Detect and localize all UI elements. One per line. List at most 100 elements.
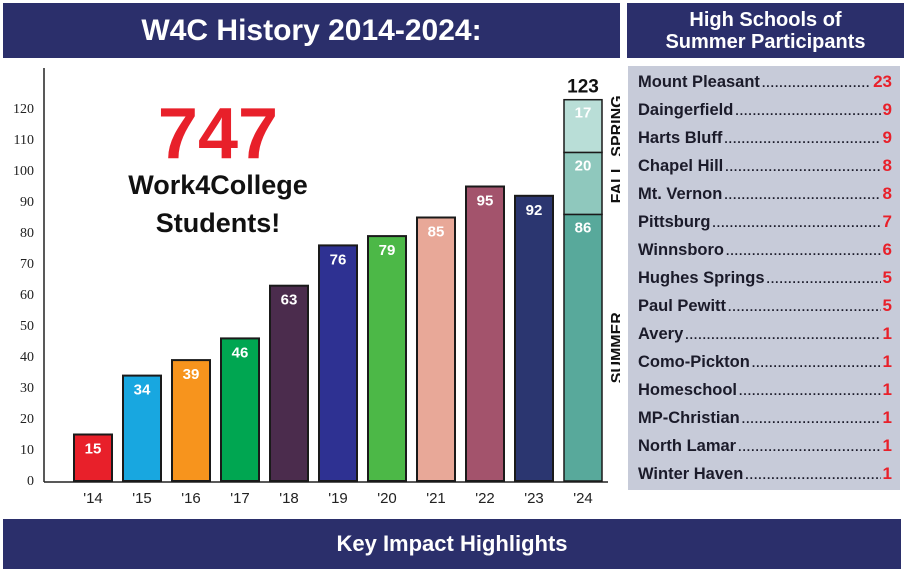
school-count: 1	[882, 408, 892, 427]
school-name: Paul Pewitt	[638, 297, 727, 315]
school-name: Winnsboro	[638, 241, 725, 259]
school-row: MP-Christian 1	[638, 408, 892, 432]
school-count: 6	[882, 240, 892, 259]
school-count: 8	[882, 184, 892, 203]
bar-value-label: 63	[281, 292, 298, 309]
leader-dots	[735, 104, 880, 118]
total-students-line2: Students!	[156, 208, 281, 238]
leader-dots	[762, 76, 871, 90]
y-tick-label: 40	[20, 350, 34, 365]
bar	[220, 337, 260, 482]
bar-value-label: 46	[232, 344, 249, 361]
total-2024-label: 123	[567, 77, 599, 98]
school-row: Daingerfield 9	[638, 100, 892, 124]
school-name: Hughes Springs	[638, 269, 765, 287]
bar	[318, 244, 358, 482]
schools-title-banner: High Schools of Summer Participants	[627, 3, 904, 58]
school-count: 1	[882, 436, 892, 455]
x-tick-label: '23	[524, 490, 544, 507]
bar-segment-summer	[563, 213, 603, 482]
x-tick-label: '20	[377, 490, 397, 507]
chart-title: W4C History 2014-2024:	[141, 13, 482, 47]
y-tick-label: 90	[20, 195, 34, 210]
total-students-line1: Work4College	[128, 170, 308, 200]
segment-name-label: FALL	[609, 163, 620, 203]
school-row: Mt. Vernon 8	[638, 184, 892, 208]
school-count: 5	[882, 268, 892, 287]
bar	[416, 216, 456, 482]
schools-title-line2: Summer Participants	[665, 30, 866, 53]
bar	[269, 284, 309, 483]
school-row: Avery 1	[638, 324, 892, 348]
y-tick-label: 60	[20, 288, 34, 303]
bar	[73, 433, 113, 482]
bar	[465, 185, 505, 482]
bar-value-label: 95	[477, 193, 494, 210]
y-tick-label: 30	[20, 381, 34, 396]
y-tick-label: 20	[20, 412, 34, 427]
schools-panel: Mount Pleasant23Daingerfield9Harts Bluff…	[628, 66, 900, 490]
school-name: Homeschool	[638, 381, 738, 399]
school-count: 1	[882, 352, 892, 371]
school-row: Homeschool 1	[638, 380, 892, 404]
footer-label: Key Impact Highlights	[336, 531, 568, 556]
school-name: Como-Pickton	[638, 353, 750, 371]
school-name: Pittsburg	[638, 213, 711, 231]
y-tick-label: 80	[20, 226, 34, 241]
leader-dots	[724, 188, 880, 202]
school-count: 1	[882, 464, 892, 483]
segment-value-label: 86	[575, 219, 592, 236]
school-name: Chapel Hill	[638, 157, 724, 175]
bar-chart: 0 10 20 30 40 50 60 70 80 90 100 110 120 15 '14 34 '15 39…	[13, 68, 620, 507]
school-name: North Lamar	[638, 437, 737, 455]
school-count: 9	[882, 128, 892, 147]
leader-dots	[725, 160, 880, 174]
school-count: 7	[882, 212, 892, 231]
school-row: Harts Bluff 9	[638, 128, 892, 152]
segment-name-label: SUMMER	[609, 312, 620, 384]
x-tick-label: '24	[573, 490, 593, 507]
x-tick-label: '15	[132, 490, 152, 507]
school-name: Winter Haven	[638, 465, 744, 483]
school-row: Winnsboro 6	[638, 240, 892, 264]
x-tick-label: '21	[426, 490, 446, 507]
school-row: Como-Pickton 1	[638, 352, 892, 376]
y-tick-label: 120	[13, 102, 34, 117]
leader-dots	[724, 132, 880, 146]
x-tick-label: '18	[279, 490, 299, 507]
y-tick-label: 70	[20, 257, 34, 272]
leader-dots	[712, 216, 880, 230]
leader-dots	[726, 244, 881, 258]
school-count: 23	[873, 72, 892, 91]
school-row: Pittsburg 7	[638, 212, 892, 236]
segment-value-label: 20	[575, 157, 592, 174]
school-name: Harts Bluff	[638, 129, 723, 147]
school-name: Daingerfield	[638, 101, 734, 119]
school-row: North Lamar 1	[638, 436, 892, 460]
x-tick-label: '17	[230, 490, 250, 507]
leader-dots	[752, 356, 881, 370]
x-tick-label: '19	[328, 490, 348, 507]
x-tick-label: '14	[83, 490, 103, 507]
leader-dots	[685, 328, 880, 342]
bar-segment-spring	[563, 98, 603, 154]
bar	[514, 194, 554, 483]
leader-dots	[745, 468, 880, 482]
school-name: Avery	[638, 325, 684, 343]
school-count: 1	[882, 324, 892, 343]
footer-banner: Key Impact Highlights	[3, 519, 901, 569]
y-tick-label: 110	[14, 133, 34, 148]
school-count: 5	[882, 296, 892, 315]
school-count: 9	[882, 100, 892, 119]
y-tick-label: 50	[20, 319, 34, 334]
school-count: 1	[882, 380, 892, 399]
school-name: Mount Pleasant	[638, 73, 760, 91]
chart-title-banner: W4C History 2014-2024:	[3, 3, 620, 58]
leader-dots	[739, 384, 881, 398]
school-row: Paul Pewitt 5	[638, 296, 892, 320]
school-name: MP-Christian	[638, 409, 740, 427]
bar-value-label: 79	[379, 242, 396, 259]
leader-dots	[742, 412, 881, 426]
y-tick-label: 100	[13, 164, 34, 179]
bar-value-label: 15	[85, 441, 102, 458]
